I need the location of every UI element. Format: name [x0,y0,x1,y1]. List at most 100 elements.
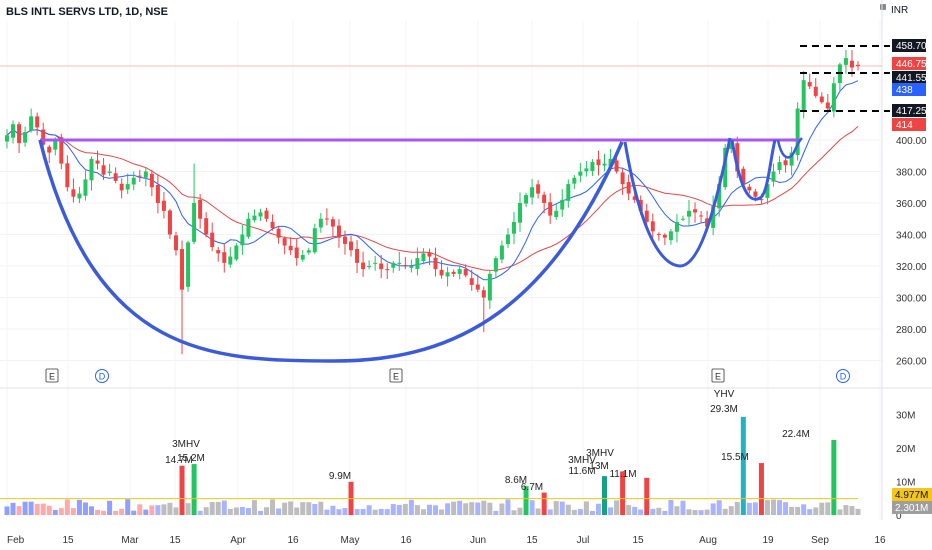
candle-body [542,194,547,203]
candle-body [819,96,824,103]
candle-body [23,132,28,143]
candle-body [349,241,354,251]
volume-annotation: 3MHV [586,448,614,459]
dividend-marker [836,369,850,383]
volume-bar [384,509,390,515]
candle-body [186,242,191,287]
candle-body [11,124,16,138]
candle-body [735,143,740,172]
price-label-box [892,118,926,131]
candle-body [765,184,770,198]
volume-bar [203,507,209,515]
candle-body [620,172,625,185]
candle-body [367,266,372,268]
volume-bar [771,499,777,515]
volume-bar [107,500,113,515]
volume-annotation: 6.7M [521,482,543,493]
candle-body [457,269,462,274]
candle-body [566,184,571,201]
volume-bar [95,509,101,515]
candle-body [137,175,142,177]
volume-bar [728,506,734,515]
candle-body [385,269,390,271]
candle-body [29,116,34,131]
volume-annotation: 15.2M [177,453,205,464]
candle-body [65,163,70,188]
volume-bar [360,509,366,515]
volume-bar [662,510,668,515]
volume-bar [656,507,662,515]
candle-body [342,236,347,244]
volume-bar [565,504,571,515]
candle-body [161,200,166,211]
volume-bar [571,509,577,515]
date-tick-label: 16 [874,535,886,546]
date-tick-label: Feb [7,535,25,546]
candle-body [825,102,830,109]
volume-bar [722,508,728,515]
candle-body [608,158,613,167]
volume-bar [511,510,517,515]
volume-bar [227,508,233,515]
volume-bar [692,510,698,515]
candle-body [246,218,251,237]
candle-body [180,249,185,290]
price-label-box [892,39,926,52]
price-tick-label: 400.00 [896,136,927,147]
volume-bar [529,500,535,515]
candle-body [705,218,710,227]
price-label-box [892,71,926,84]
candle-body [330,219,335,227]
handle-curve [623,137,732,268]
volume-bar [324,509,330,515]
price-label: 414 [896,120,913,131]
candle-body [427,252,432,257]
volume-bar [433,505,439,515]
volume-bar [686,509,692,515]
volume-annotation: 14.7M [165,455,193,466]
volume-bar [264,507,270,515]
volume-annotation: 3MHV [172,439,200,450]
candle-body [415,258,420,270]
candle-body [656,233,661,235]
candle-body [397,262,402,264]
volume-annotation: 29.3M [710,404,738,415]
menu-dot-icon[interactable] [880,4,886,10]
volume-bar [88,506,94,515]
price-label-box [892,57,926,70]
date-tick-label: Apr [230,535,246,546]
currency-button[interactable]: INR [891,5,909,16]
volume-bar [583,501,589,515]
candle-body [789,152,794,166]
volume-tick-label: 20M [896,444,915,455]
volume-bar [22,501,28,515]
volume-bar [197,510,203,515]
volume-bar [312,504,318,515]
volume-bar [541,492,547,515]
volume-bar [577,509,583,515]
candle-body [849,60,854,68]
candle-body [391,262,396,268]
candle-body [843,58,848,65]
volume-bar [149,505,155,515]
earnings-marker [711,368,725,383]
event-label: E [49,372,55,382]
volume-bar [734,502,740,515]
price-tick-label: 340.00 [896,231,927,242]
candle-body [89,158,94,181]
volume-bar [855,508,861,515]
candle-body [5,135,9,142]
candle-body [729,143,734,149]
date-tick-label: 16 [400,535,412,546]
candle-body [270,221,275,229]
candle-body [674,221,679,232]
candle-body [41,129,46,145]
volume-annotation: 9.9M [329,471,351,482]
volume-bar [475,502,481,515]
volume-bar [155,505,161,515]
price-label: 417.25 [896,106,927,117]
candle-body [572,177,577,184]
candle-body [578,171,583,176]
